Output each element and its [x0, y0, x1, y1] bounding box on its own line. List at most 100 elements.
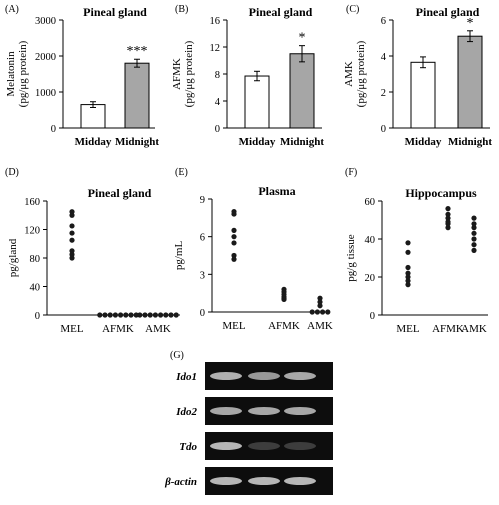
y-axis-label: Melatonin	[5, 51, 17, 97]
x-tick-label: Midnight	[115, 136, 159, 148]
data-point	[405, 282, 411, 288]
x-tick-label: AMK	[307, 320, 333, 332]
data-point	[471, 230, 477, 236]
data-point	[137, 312, 143, 318]
data-point	[118, 312, 124, 318]
panel-e: (E) Plasma 0 3 6 9 pg/mL MEL AFMK AMK	[173, 167, 333, 332]
chart-title: Pineal gland	[83, 5, 147, 19]
y-tick-label: 40	[365, 235, 376, 246]
data-point	[97, 312, 103, 318]
chart-title: Hippocampus	[405, 186, 477, 200]
gene-label: Tdo	[179, 441, 197, 453]
x-tick-label: Midday	[239, 136, 276, 148]
data-point	[405, 264, 411, 271]
panel-label: (D)	[5, 167, 19, 178]
data-point	[445, 221, 451, 227]
chart-title: Pineal gland	[416, 5, 480, 19]
y-tick-label: 12	[210, 43, 221, 54]
y-tick-label: 0	[51, 124, 56, 135]
y-tick-label: 2	[381, 88, 386, 99]
x-tick-label: AMK	[145, 323, 171, 335]
data-point	[107, 312, 113, 318]
y-tick-label: 0	[370, 311, 375, 322]
data-point	[69, 251, 75, 258]
data-point	[309, 309, 315, 315]
data-point	[320, 309, 326, 315]
y-axis-label: pg/g tissue	[345, 234, 357, 281]
y-tick-label: 0	[200, 308, 205, 319]
gel-band	[284, 442, 316, 450]
data-point	[445, 225, 451, 231]
data-point	[405, 270, 411, 276]
data-point	[471, 215, 477, 221]
data-point	[471, 225, 477, 231]
gel-band	[284, 477, 316, 485]
gene-label: Ido1	[175, 371, 197, 383]
bar	[410, 61, 436, 129]
x-tick-label: AFMK	[432, 323, 464, 335]
data-point	[445, 206, 451, 212]
panel-b: (B) Pineal gland 0 4 8 12 16 AFMK (pg/μg protein…	[171, 4, 324, 148]
data-point	[471, 242, 477, 248]
data-point	[158, 312, 164, 318]
x-tick-label: Midday	[405, 136, 442, 148]
y-tick-label: 1000	[35, 88, 56, 99]
gel-band	[210, 407, 242, 415]
y-axis-label: AFMK	[171, 58, 183, 90]
gene-label: Ido2	[175, 406, 197, 418]
y-tick-label: 0	[215, 124, 220, 135]
data-point	[405, 249, 411, 255]
panel-d: (D) Pineal gland 0 40 80 120 160 pg/gland MEL AFM…	[5, 167, 180, 335]
data-point	[163, 312, 169, 318]
y-axis-label: (pg/μg protein)	[183, 40, 195, 107]
y-tick-label: 2000	[35, 52, 56, 63]
panel-c: (C) Pineal gland 0 2 4 6 AMK (pg/μg protein) Mid…	[343, 4, 492, 148]
x-tick-label: AMK	[461, 323, 487, 335]
y-axis-label: AMK	[343, 61, 355, 87]
y-tick-label: 6	[200, 233, 205, 244]
y-axis-label: (pg/μg protein)	[355, 40, 367, 107]
data-point	[168, 312, 174, 318]
bar	[289, 53, 315, 129]
bar	[244, 75, 270, 129]
data-point	[69, 230, 75, 236]
y-tick-label: 20	[365, 273, 376, 284]
y-tick-label: 60	[365, 197, 376, 208]
y-tick-label: 6	[381, 16, 386, 27]
panel-label: (C)	[346, 4, 359, 15]
data-point	[317, 299, 323, 305]
gel-band	[284, 372, 316, 380]
chart-title: Plasma	[258, 184, 295, 198]
data-point	[147, 312, 153, 318]
panel-a: (A) Pineal gland 0 1000 2000 3000 Melatonin (pg…	[5, 4, 159, 148]
y-axis-label: (pg/μg protein)	[17, 40, 29, 107]
data-point	[471, 221, 477, 227]
data-point	[445, 215, 451, 221]
y-tick-label: 4	[215, 97, 221, 108]
significance-marker: *	[467, 16, 474, 31]
data-point	[112, 312, 118, 318]
y-tick-label: 120	[24, 226, 40, 237]
x-tick-label: MEL	[60, 323, 84, 335]
data-point	[231, 240, 237, 246]
significance-marker: *	[299, 31, 306, 46]
data-point	[317, 303, 323, 309]
y-tick-label: 8	[215, 70, 220, 81]
gel-band	[210, 477, 242, 485]
data-point	[445, 211, 451, 217]
data-point	[231, 227, 237, 233]
x-tick-label: AFMK	[268, 320, 300, 332]
data-point	[405, 240, 411, 246]
y-tick-label: 160	[24, 197, 40, 208]
data-point	[69, 212, 75, 218]
y-tick-label: 9	[200, 195, 205, 206]
data-point	[133, 312, 139, 318]
gel-band	[284, 407, 316, 415]
panel-label: (B)	[175, 4, 188, 15]
data-point	[471, 247, 477, 253]
data-point	[325, 309, 331, 315]
data-point	[69, 255, 75, 261]
data-point	[69, 209, 75, 215]
